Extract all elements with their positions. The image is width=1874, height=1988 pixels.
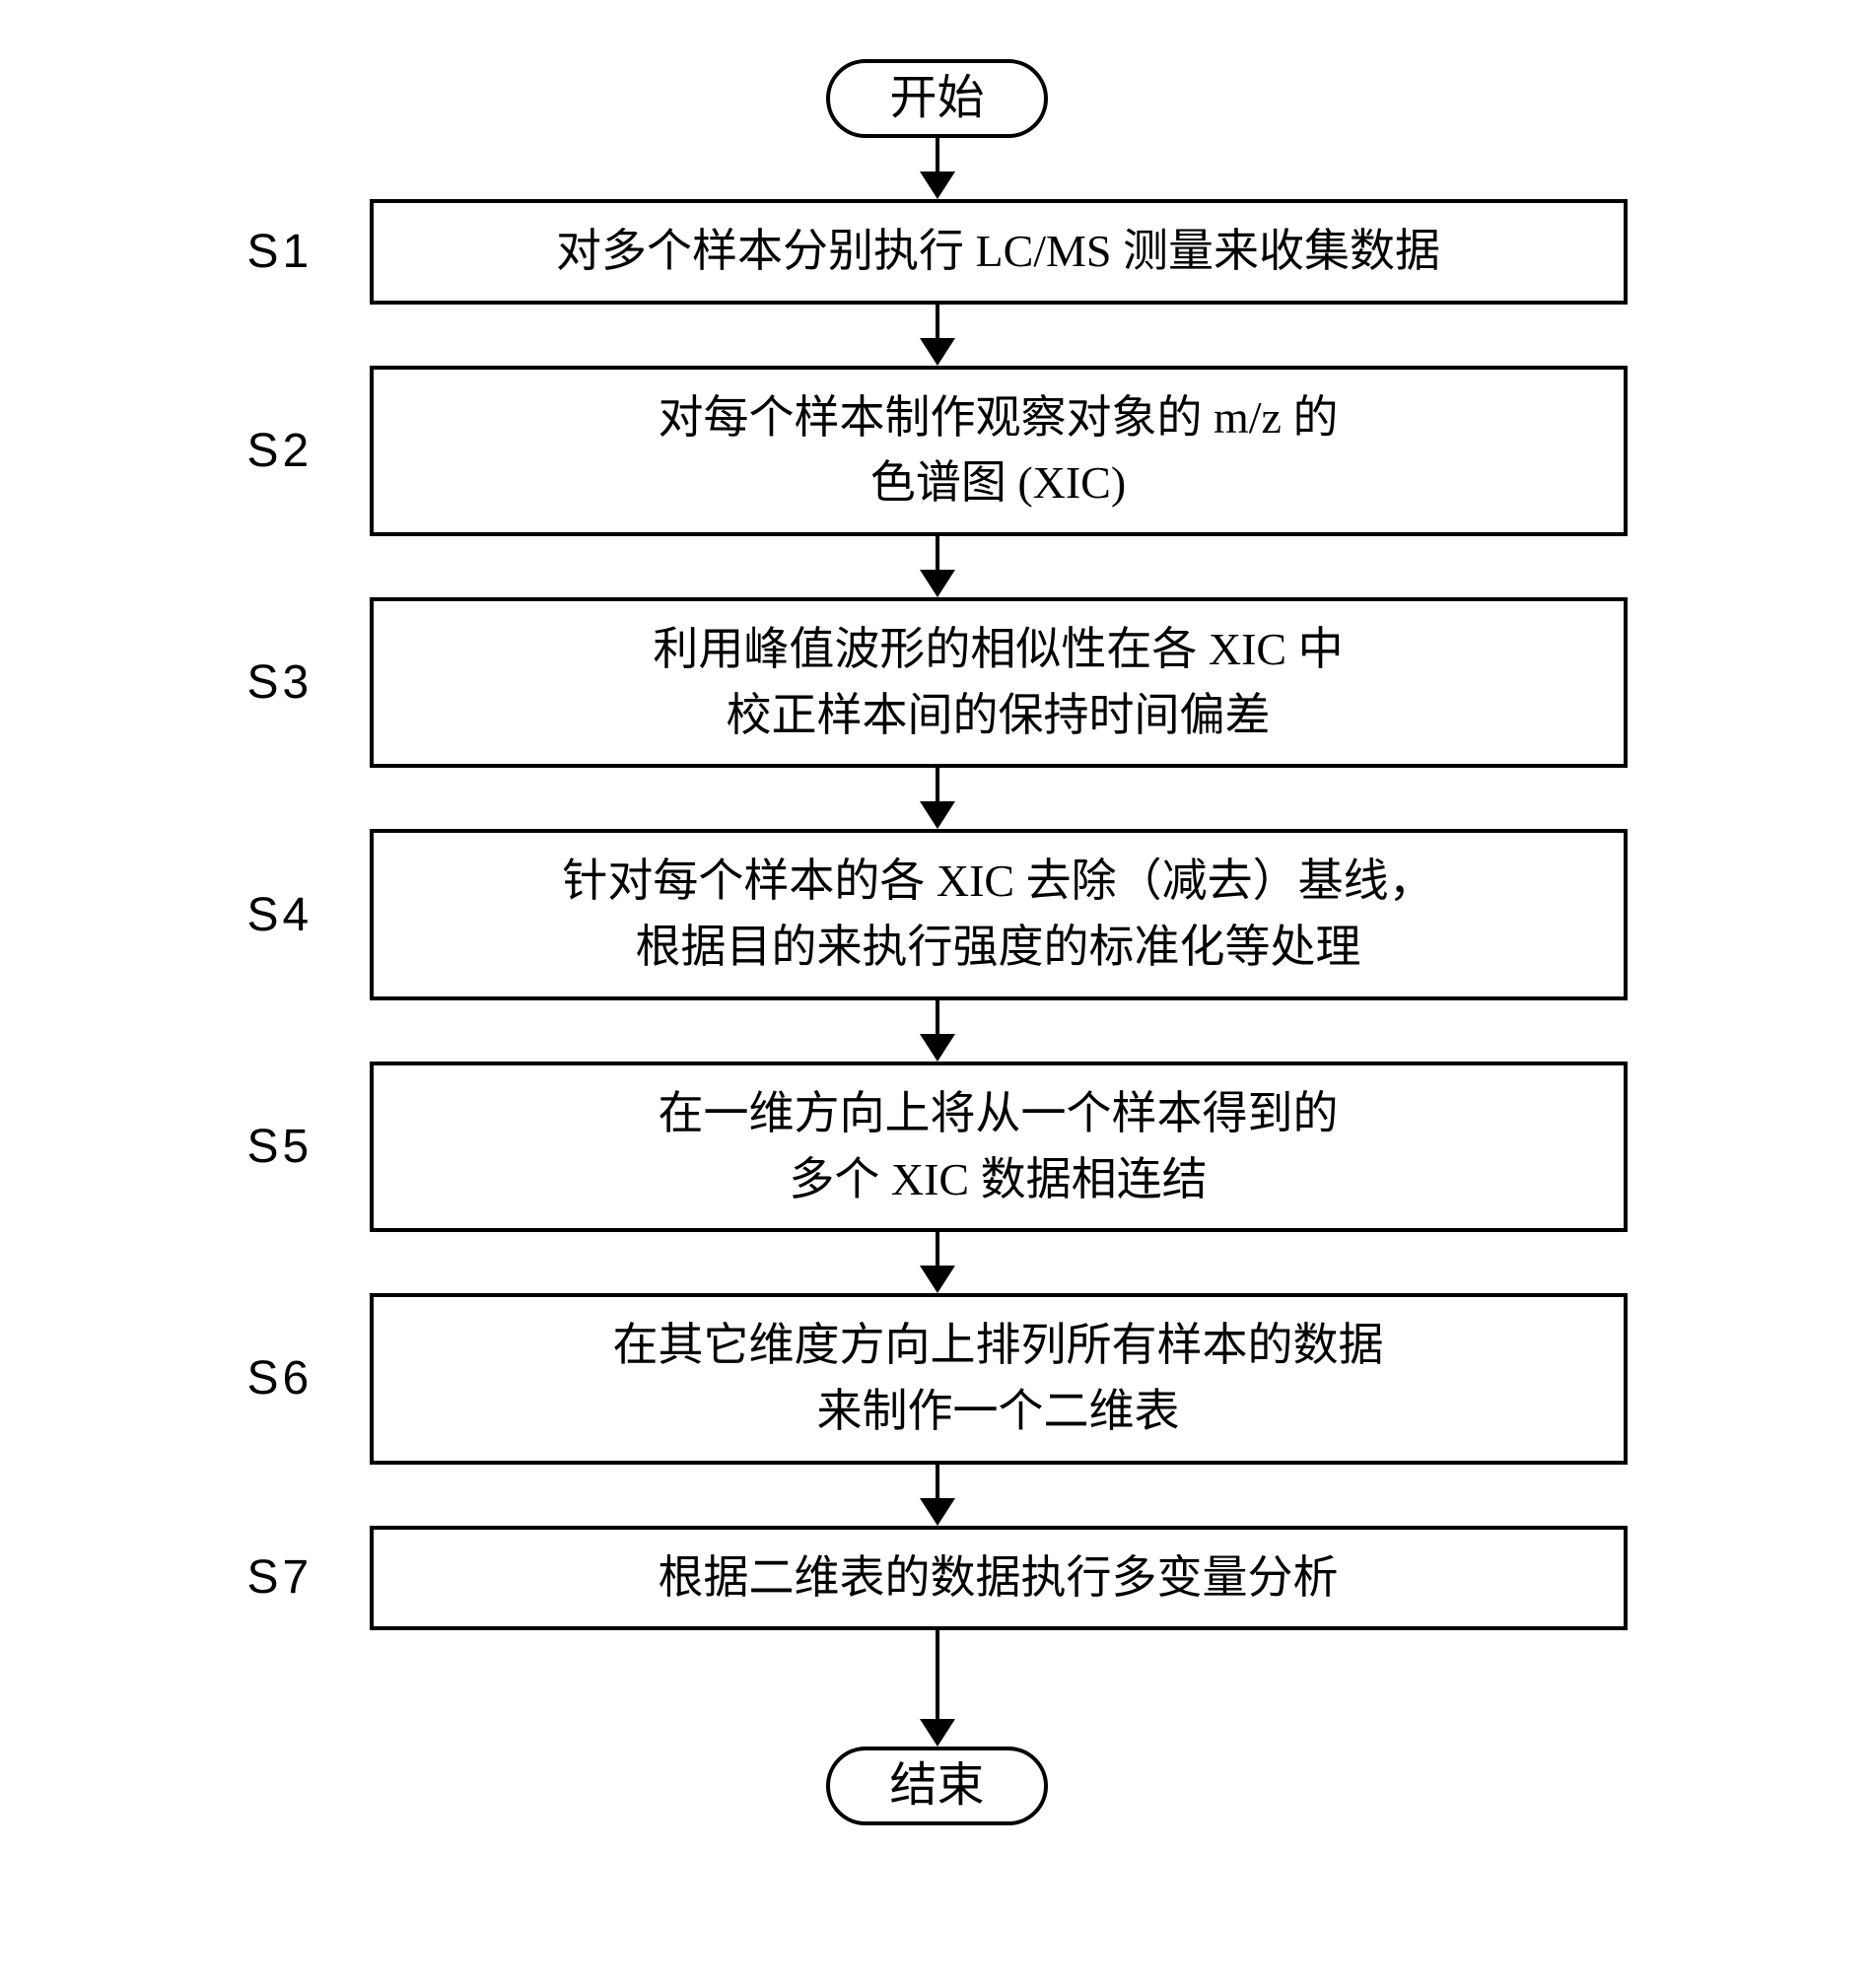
step-label: S7 xyxy=(247,1550,346,1605)
step-row-1: S1 对多个样本分别执行 LC/MS 测量来收集数据 xyxy=(247,199,1628,305)
step-box: 在其它维度方向上排列所有样本的数据来制作一个二维表 xyxy=(370,1293,1628,1464)
step-row-7: S7 根据二维表的数据执行多变量分析 xyxy=(247,1526,1628,1631)
step-box: 针对每个样本的各 XIC 去除（减去）基线，根据目的来执行强度的标准化等处理 xyxy=(370,829,1628,999)
arrow xyxy=(920,138,955,199)
arrow xyxy=(920,536,955,597)
step-row-2: S2 对每个样本制作观察对象的 m/z 的色谱图 (XIC) xyxy=(247,366,1628,536)
step-label: S5 xyxy=(247,1120,346,1174)
step-label: S4 xyxy=(247,888,346,942)
step-row-3: S3 利用峰值波形的相似性在各 XIC 中校正样本间的保持时间偏差 xyxy=(247,597,1628,768)
step-box: 对多个样本分别执行 LC/MS 测量来收集数据 xyxy=(370,199,1628,305)
step-box: 对每个样本制作观察对象的 m/z 的色谱图 (XIC) xyxy=(370,366,1628,536)
step-label: S3 xyxy=(247,655,346,710)
step-row-5: S5 在一维方向上将从一个样本得到的多个 XIC 数据相连结 xyxy=(247,1062,1628,1232)
step-row-4: S4 针对每个样本的各 XIC 去除（减去）基线，根据目的来执行强度的标准化等处… xyxy=(247,829,1628,999)
arrow xyxy=(920,1000,955,1062)
step-label: S6 xyxy=(247,1351,346,1405)
step-box: 利用峰值波形的相似性在各 XIC 中校正样本间的保持时间偏差 xyxy=(370,597,1628,768)
step-row-6: S6 在其它维度方向上排列所有样本的数据来制作一个二维表 xyxy=(247,1293,1628,1464)
arrow xyxy=(920,1630,955,1747)
step-label: S1 xyxy=(247,225,346,279)
arrow xyxy=(920,1465,955,1526)
step-label: S2 xyxy=(247,424,346,478)
arrow xyxy=(920,305,955,366)
end-terminal: 结束 xyxy=(826,1747,1047,1825)
arrow xyxy=(920,1232,955,1293)
arrow xyxy=(920,768,955,829)
start-terminal: 开始 xyxy=(826,59,1047,138)
step-box: 根据二维表的数据执行多变量分析 xyxy=(370,1526,1628,1631)
step-box: 在一维方向上将从一个样本得到的多个 XIC 数据相连结 xyxy=(370,1062,1628,1232)
flowchart-container: 开始 S1 对多个样本分别执行 LC/MS 测量来收集数据 S2 对每个样本制作… xyxy=(247,59,1628,1825)
